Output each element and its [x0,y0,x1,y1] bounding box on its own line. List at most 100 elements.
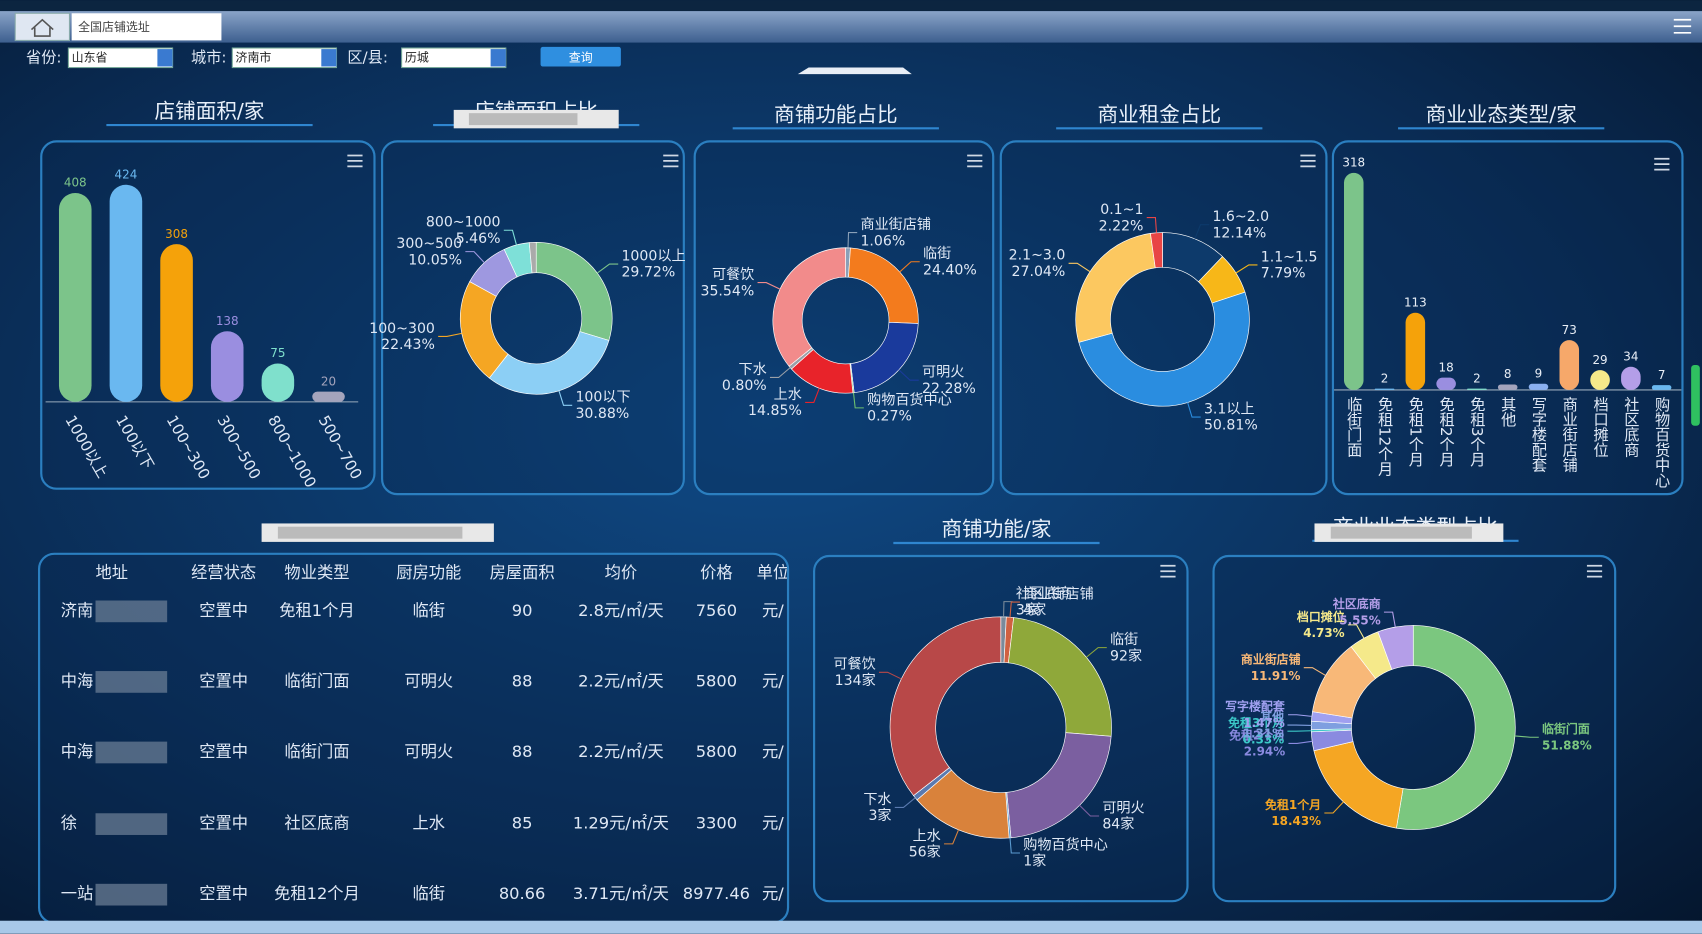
side-scroll[interactable] [1691,364,1700,426]
leader-line [1009,837,1020,854]
menu-icon[interactable] [967,154,983,168]
leader-line [852,392,864,409]
panel-menus [347,154,1670,578]
value-label: 29 [1592,353,1607,367]
table-cell: 7560 [696,601,737,620]
slice-label: 100以下 [575,390,630,406]
table-cell: 免租12个月 [274,884,360,903]
value-label: 424 [115,168,138,182]
scroll-thumb[interactable] [277,526,463,539]
menu-icon[interactable] [663,154,679,168]
slice [1396,625,1516,830]
slice [1150,232,1163,269]
bar [1374,388,1395,390]
table-cell: 元/ [762,671,784,690]
leader-line [438,332,462,337]
blurred-address [95,883,168,906]
table-cell: 85 [512,814,533,833]
category-label: 写字楼配套 [1529,396,1547,472]
category-label: 商业街店铺 [1560,396,1578,472]
table-cell: 一站 [61,884,94,903]
bar [58,192,92,402]
scroll-thumb[interactable] [468,113,578,126]
table-cell: 可明火 [404,742,453,761]
bar [312,391,345,402]
category-label: 档口摊位 [1591,396,1609,457]
leader-line [1303,667,1326,676]
value-label: 113 [1404,296,1427,310]
slice-label: 下水 [738,362,766,378]
leader-line [1347,624,1365,639]
bar [210,331,244,402]
slice-label: 1.1~1.5 [1261,249,1318,265]
column-header: 价格 [700,563,733,582]
slice [528,241,537,274]
table-cell: 5800 [696,742,737,761]
menu-icon[interactable] [1586,564,1603,578]
top-bar [0,11,1702,43]
slice-label: 800~1000 [426,215,501,231]
table-cell: 元/ [762,884,784,903]
taskbar [0,920,1702,934]
table-cell: 可明火 [404,671,453,690]
category-label: 免租1个月 [1406,396,1424,468]
leader-line [558,390,573,406]
slice-label: 购物百货中心 [1023,837,1108,853]
leader-line [1146,217,1158,233]
value-label: 75 [270,346,285,360]
leader-line [1003,601,1013,617]
query-button[interactable] [540,46,621,67]
chart-title: 商铺功能占比 [774,102,898,126]
panel [1212,554,1617,903]
bar [1343,172,1364,390]
leader-line [1383,611,1396,628]
column-header: 房屋面积 [490,563,555,582]
leader-line [899,261,920,273]
blurred-address [95,741,168,764]
tab[interactable] [71,13,222,41]
leader-line [1009,601,1020,618]
menu-icon[interactable] [1300,154,1316,168]
query-label: 查询 [569,50,593,64]
filter-label: 省份: [26,48,62,66]
slice [1078,291,1250,407]
slice-value: 29.72% [621,265,675,281]
table-cell: 中海 [61,742,94,761]
leader-line [805,388,820,403]
leader-line [465,251,485,264]
scroll-thumb[interactable] [1330,526,1472,539]
slice-value: 51.88% [1542,738,1592,752]
slice-label: 可明火 [1102,800,1144,816]
menu-icon[interactable] [1654,157,1670,171]
column-header: 经营状态 [191,563,256,582]
bar [1651,385,1672,390]
slice-value: 50.81% [1204,418,1258,434]
menu-icon[interactable] [1160,564,1176,578]
value-label: 2 [1381,371,1389,385]
table-cell: 临街门面 [284,742,349,761]
table-cell: 上水 [412,814,445,833]
value-label: 318 [1342,156,1365,170]
window-top [0,0,1702,12]
select-arrow [157,49,173,67]
slice [1377,625,1414,670]
slice-label: 免租2个月 [1229,727,1285,742]
panel [380,140,685,496]
slice-label: 免租3个月 [1228,715,1284,730]
slice-value: 5.55% [1339,613,1380,627]
collapse-tab[interactable] [797,67,912,75]
slice-label: 临街 [1110,632,1138,648]
leader-line [1514,735,1539,738]
select-value: 济南市 [236,49,272,64]
category-label: 其他 [1499,396,1517,428]
home-icon [30,18,54,37]
menu-icon[interactable] [347,154,363,168]
table-cell: 社区底商 [284,814,349,833]
slice-label: 社区底商 [1332,596,1381,611]
value-label: 7 [1658,368,1666,382]
table-cell: 8977.46 [683,884,750,903]
panel [693,140,995,496]
main-menu[interactable] [1673,18,1692,34]
